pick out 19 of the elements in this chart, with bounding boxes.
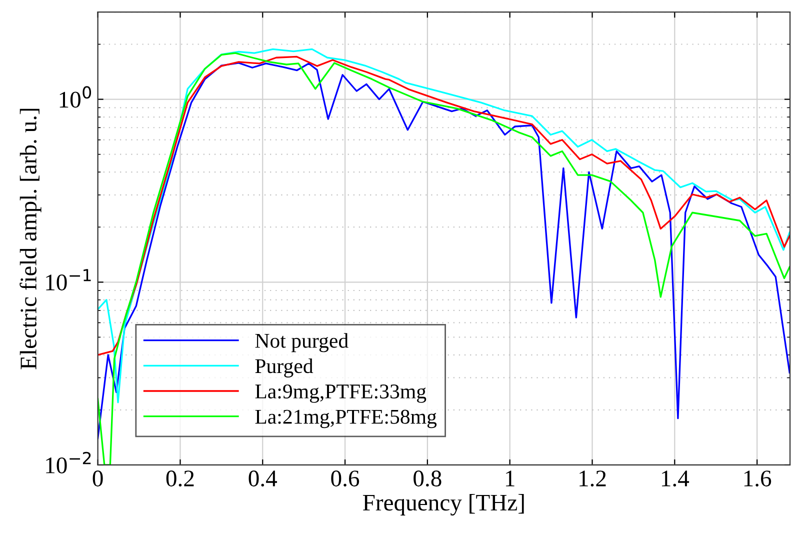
legend-label: La:21mg,PTFE:58mg bbox=[255, 410, 437, 428]
x-tick-label: 0 bbox=[92, 470, 103, 486]
x-tick-label: 0.6 bbox=[331, 470, 360, 487]
x-tick-label: 1.6 bbox=[744, 470, 772, 487]
y-tick-label: 10$^{−1}$ bbox=[46, 269, 91, 290]
y-axis-title: Electric field ampl. [arb. u.] bbox=[20, 108, 42, 370]
x-tick-label: 1 bbox=[506, 470, 514, 486]
line-series bbox=[98, 56, 790, 356]
x-tick-label: 1.2 bbox=[580, 470, 606, 487]
x-tick-label: 0.8 bbox=[414, 470, 442, 487]
legend-label: Not purged bbox=[255, 333, 348, 352]
y-tick-label: 10$^{−2}$ bbox=[46, 452, 91, 474]
y-tick-label: 10$^{0}$ bbox=[60, 86, 92, 108]
legend-label: La:9mg,PTFE:33mg bbox=[255, 384, 426, 403]
x-tick-label: 0.2 bbox=[166, 470, 194, 487]
x-tick-label: 0.4 bbox=[248, 470, 278, 487]
x-axis-title: Frequency [THz] bbox=[362, 494, 524, 516]
legend-label: Purged bbox=[255, 358, 314, 378]
x-tick-label: 1.4 bbox=[662, 470, 690, 487]
